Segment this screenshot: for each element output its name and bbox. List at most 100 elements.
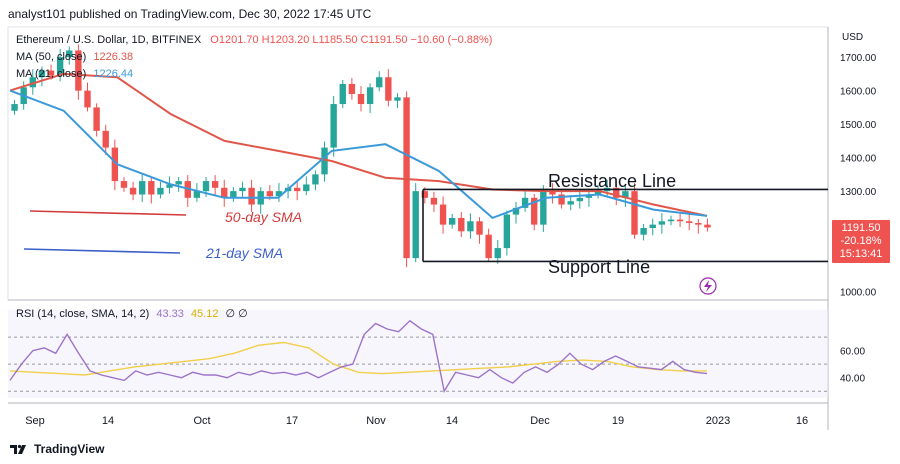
candle-body <box>412 191 419 259</box>
candle-body <box>376 77 383 88</box>
rsi-axis-ticks: 40.00 60.00 <box>840 347 865 385</box>
candle-body <box>686 221 693 223</box>
candle-body <box>202 181 210 192</box>
candle-body <box>549 191 556 195</box>
candle-body <box>120 181 128 188</box>
candle-body <box>394 97 401 101</box>
rsi-lines <box>9 319 708 394</box>
rsi-line <box>9 319 708 394</box>
price-axis-unit: USD <box>842 32 863 43</box>
ohlc-values: O1201.70 H1203.20 L1185.50 C1191.50 −10.… <box>210 34 493 46</box>
candle-body <box>157 187 164 195</box>
ma50-value: 1226.38 <box>93 51 134 63</box>
publish-header: analyst101 published on TradingView.com,… <box>8 7 372 21</box>
candle-body <box>56 57 64 76</box>
candle-body <box>613 187 620 198</box>
ma50-line <box>9 72 708 217</box>
candle-body <box>266 191 274 197</box>
price-tick-label: 1300.00 <box>840 187 877 198</box>
rsi-tick-label: 40.00 <box>840 374 865 385</box>
candle-body <box>339 83 346 105</box>
candle-body <box>658 221 666 225</box>
ma21-line <box>9 89 708 220</box>
candle-body <box>230 191 237 198</box>
candle-body <box>357 93 365 105</box>
candle-body <box>512 207 520 215</box>
candle-body <box>576 197 583 202</box>
sma50-label: 50-day SMA <box>225 209 302 225</box>
candle-body <box>348 83 356 94</box>
tradingview-logo-icon <box>10 444 26 454</box>
candle-body <box>430 197 438 205</box>
candle-body <box>102 130 109 148</box>
ma50-label: MA (50, close) <box>16 51 87 63</box>
time-tick-label: 14 <box>446 415 458 427</box>
candle-body <box>640 227 647 235</box>
candle-body <box>275 191 283 197</box>
candle-body <box>293 187 301 192</box>
candle-body <box>239 187 246 192</box>
time-tick-label: Dec <box>530 415 550 427</box>
rsi-label: RSI (14, close, SMA, 14, 2) <box>16 308 150 320</box>
candle-body <box>175 181 182 185</box>
candle-body <box>567 201 574 205</box>
candle-body <box>649 224 656 228</box>
candle-body <box>38 70 46 78</box>
symbol-label: Ethereum / U.S. Dollar, 1D, BITFINEX <box>16 34 202 46</box>
candle-body <box>211 181 219 188</box>
ma21-value: 1226.44 <box>93 68 134 80</box>
candle-body <box>303 184 310 192</box>
legend-ma21-row: MA (21, close) 1226.44 <box>16 68 133 80</box>
last-price-tag: 1191.50 -20.18% 15:13:41 <box>832 220 890 263</box>
candle-body <box>622 191 629 198</box>
rsi-sma-line <box>9 341 707 376</box>
sma50-annotation-line[interactable] <box>29 210 187 216</box>
candle-body <box>421 191 429 198</box>
candle-body <box>540 191 547 225</box>
time-tick-label: 14 <box>102 415 114 427</box>
time-tick-label: Nov <box>366 415 386 427</box>
rsi-tick-label: 60.00 <box>840 347 865 358</box>
rsi-grid <box>8 336 828 392</box>
time-axis-ticks: Sep 14 Oct 17 Nov 14 Dec 19 2023 16 <box>25 415 808 427</box>
candle-body <box>448 217 456 225</box>
tradingview-footer[interactable]: TradingView <box>10 442 104 456</box>
candle-body <box>676 219 684 222</box>
candle-body <box>75 50 82 91</box>
candle-body <box>221 187 228 198</box>
footer-brand: TradingView <box>34 442 105 456</box>
candle-body <box>148 181 155 195</box>
price-tick-label: 1600.00 <box>840 87 877 98</box>
candle-body <box>166 184 173 188</box>
sma21-annotation-line[interactable] <box>23 248 181 254</box>
moving-averages <box>9 72 708 220</box>
last-price: 1191.50 <box>841 222 881 234</box>
price-change: -20.18% <box>840 235 882 247</box>
candle-body <box>558 194 565 205</box>
candle-body <box>594 191 602 195</box>
lightning-icon[interactable] <box>699 277 717 295</box>
candle-body <box>467 221 474 232</box>
candle-body <box>494 248 501 259</box>
candle-body <box>248 187 255 205</box>
candle-body <box>503 214 511 249</box>
time-tick-label: 2023 <box>706 415 730 427</box>
candle-body <box>66 50 73 58</box>
rsi-band-fill <box>8 310 828 398</box>
legend-symbol-row: Ethereum / U.S. Dollar, 1D, BITFINEX O12… <box>16 34 492 46</box>
sma21-label: 21-day SMA <box>205 245 283 261</box>
time-tick-label: 16 <box>796 415 808 427</box>
candle-body <box>704 224 711 228</box>
candle-body <box>403 97 410 259</box>
price-tick-label: 1400.00 <box>840 154 877 165</box>
price-tick-label: 1700.00 <box>840 53 877 64</box>
price-tick-label: 1500.00 <box>840 120 877 131</box>
candle-body <box>667 219 675 222</box>
candle-body <box>476 221 483 235</box>
candle-body <box>129 187 137 195</box>
rsi-legend: RSI (14, close, SMA, 14, 2) 43.33 45.12 … <box>16 307 248 320</box>
candle-body <box>458 217 465 232</box>
time-tick-label: Sep <box>25 415 45 427</box>
legend-ma50-row: MA (50, close) 1226.38 <box>16 51 133 63</box>
